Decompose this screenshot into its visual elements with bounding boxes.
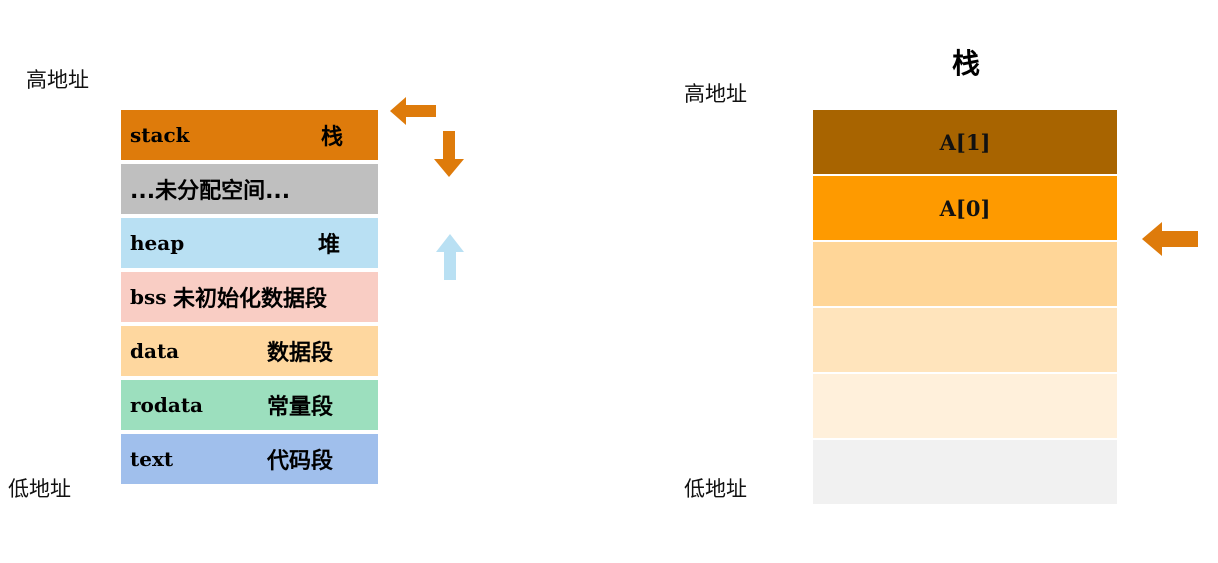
- segment-stack-zh: 栈: [321, 125, 344, 150]
- segment-data-en: data: [130, 339, 180, 363]
- segment-stack: stack 栈: [121, 110, 378, 160]
- segment-bss: bss 未初始化数据段: [121, 272, 378, 322]
- stack-cell-empty-3: [813, 374, 1117, 438]
- arrow-up-icon: [436, 234, 464, 280]
- stack-cell-a0: A[0]: [813, 176, 1117, 240]
- segment-heap-en: heap: [130, 231, 185, 255]
- low-address-label-right: 低地址: [684, 477, 747, 501]
- high-address-label-right: 高地址: [684, 82, 747, 106]
- segment-text: text 代码段: [121, 434, 378, 484]
- low-address-label-left: 低地址: [8, 477, 71, 501]
- segment-heap: heap 堆: [121, 218, 378, 268]
- stack-title: 栈: [952, 47, 981, 80]
- segment-text-zh: 代码段: [267, 449, 334, 474]
- stack-cell-empty-1: [813, 242, 1117, 306]
- segment-data-zh: 数据段: [267, 341, 334, 366]
- segment-unallocated: ...未分配空间...: [121, 164, 378, 214]
- segment-data: data 数据段: [121, 326, 378, 376]
- stack-cell-empty-2: [813, 308, 1117, 372]
- segment-heap-zh: 堆: [318, 233, 341, 258]
- segment-stack-en: stack: [130, 123, 190, 147]
- stack-cell-empty-4: [813, 440, 1117, 504]
- segment-rodata: rodata 常量段: [121, 380, 378, 430]
- stack-cell-a1: A[1]: [813, 110, 1117, 174]
- arrow-down-icon: [434, 131, 464, 177]
- high-address-label-left: 高地址: [26, 68, 89, 92]
- segment-bss-zh: 未初始化数据段: [173, 287, 328, 312]
- segment-text-en: text: [130, 447, 174, 471]
- arrow-left-icon: [390, 97, 436, 125]
- segment-unallocated-label: ...未分配空间...: [130, 179, 291, 204]
- segment-rodata-zh: 常量段: [267, 395, 334, 420]
- segment-rodata-en: rodata: [130, 393, 204, 417]
- segment-bss-en: bss: [130, 285, 167, 309]
- stack-pointer-arrow-icon: [1142, 222, 1198, 256]
